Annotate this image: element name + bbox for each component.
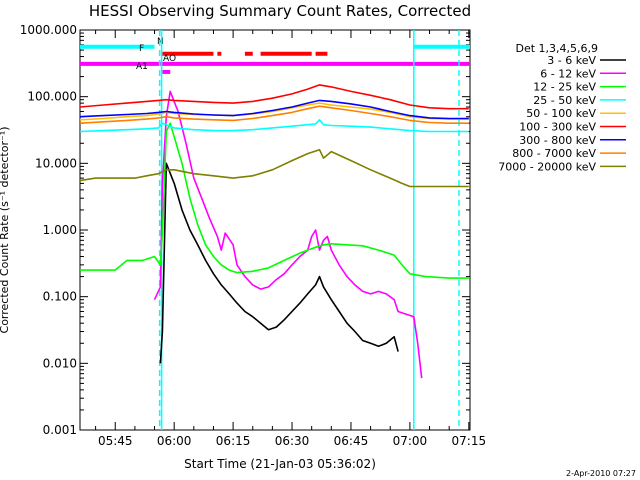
legend-label: 300 - 800 keV [519,134,596,147]
legend-label: 50 - 100 keV [526,107,596,120]
legend-label: 800 - 7000 keV [512,147,596,160]
annotation-bars: NFAOA1 [80,37,470,74]
x-tick-label: 06:30 [275,434,310,448]
chart-title: HESSI Observing Summary Count Rates, Cor… [89,2,471,20]
y-tick-label: 100.000 [27,90,77,104]
date-stamp: 2-Apr-2010 07:27 [566,469,636,478]
annotation-label: A1 [136,62,148,72]
x-tick-label: 06:15 [216,434,251,448]
series-line [79,102,469,121]
series-line [159,162,399,364]
y-tick-label: 0.100 [43,290,77,304]
series-line [153,90,423,379]
x-tick-label: 07:15 [452,434,487,448]
series-line [79,148,469,188]
x-tick-label: 05:45 [98,434,133,448]
legend-title: Det 1,3,4,5,6,9 [515,42,598,55]
legend-label: 100 - 300 keV [519,121,596,134]
series-group [79,84,469,379]
series-line [79,105,469,124]
x-axis: 05:45 06:00 06:15 06:30 06:45 07:00 07:15 [95,30,487,448]
annotation-label: AO [163,54,176,64]
series-line [79,99,469,120]
plot-frame [79,29,471,431]
series-line [79,84,469,110]
legend-label: 12 - 25 keV [533,81,596,94]
legend-label: 7000 - 20000 keV [498,160,596,173]
y-axis: 0.001 0.010 0.100 1.000 10.000 100.000 1000.00… [20,23,470,437]
y-tick-label: 1000.000 [20,23,77,37]
attenuator-lines [158,30,460,430]
x-tick-label: 06:00 [157,434,192,448]
y-tick-label: 0.010 [43,356,77,370]
series-line [80,122,469,279]
x-tick-label: 06:45 [334,434,369,448]
y-tick-label: 0.001 [43,423,77,437]
x-tick-label: 07:00 [393,434,428,448]
annotation-label: F [139,44,144,54]
legend-label: 6 - 12 keV [540,67,596,80]
y-axis-label: Corrected Count Rate (s⁻¹ detector⁻¹) [0,127,11,334]
y-tick-label: 10.000 [35,156,77,170]
y-tick-label: 1.000 [43,223,77,237]
series-line [79,119,469,133]
x-axis-label: Start Time (21-Jan-03 05:36:02) [184,457,376,471]
legend-label: 25 - 50 keV [533,94,596,107]
legend-label: 3 - 6 keV [547,54,596,67]
